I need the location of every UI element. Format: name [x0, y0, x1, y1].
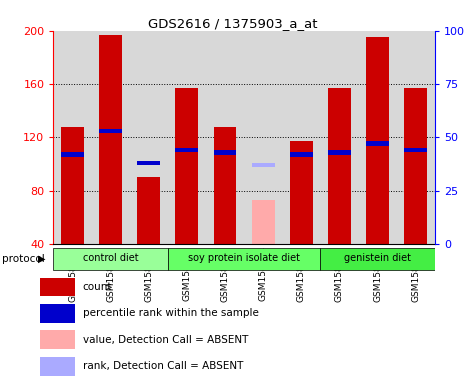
Text: rank, Detection Call = ABSENT: rank, Detection Call = ABSENT — [83, 361, 243, 371]
Text: control diet: control diet — [83, 253, 139, 263]
Bar — [61, 152, 84, 157]
Bar — [213, 127, 237, 244]
Bar — [404, 88, 427, 244]
Bar — [366, 141, 389, 146]
Text: GDS2616 / 1375903_a_at: GDS2616 / 1375903_a_at — [148, 17, 317, 30]
Bar — [252, 163, 275, 167]
Bar — [99, 35, 122, 244]
Text: value, Detection Call = ABSENT: value, Detection Call = ABSENT — [83, 334, 248, 345]
Bar — [328, 150, 351, 154]
Bar — [328, 88, 351, 244]
Bar — [40, 277, 75, 296]
Bar — [40, 356, 75, 376]
Bar — [40, 330, 75, 349]
Text: soy protein isolate diet: soy protein isolate diet — [188, 253, 300, 263]
Bar — [404, 148, 427, 152]
Bar — [213, 150, 237, 154]
Text: ▶: ▶ — [38, 254, 46, 264]
Text: genistein diet: genistein diet — [344, 253, 411, 263]
Bar — [366, 37, 389, 244]
Bar — [168, 248, 320, 270]
Bar — [290, 152, 313, 157]
Bar — [320, 248, 435, 270]
Bar — [175, 88, 199, 244]
Bar — [252, 200, 275, 244]
Bar — [137, 161, 160, 165]
Text: count: count — [83, 282, 112, 292]
Text: protocol: protocol — [2, 254, 45, 264]
Text: percentile rank within the sample: percentile rank within the sample — [83, 308, 259, 318]
Bar — [99, 129, 122, 133]
Bar — [137, 177, 160, 244]
Bar — [40, 304, 75, 323]
Bar — [290, 141, 313, 244]
Bar — [61, 127, 84, 244]
Bar — [175, 148, 199, 152]
Bar — [53, 248, 168, 270]
